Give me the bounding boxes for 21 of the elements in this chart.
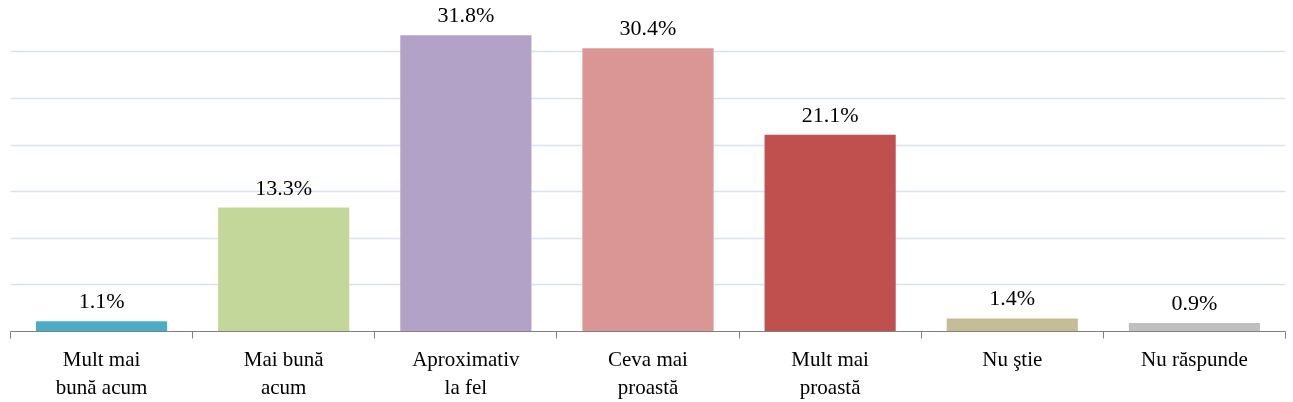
x-tick-label: Nu răspunde <box>1141 346 1248 371</box>
data-label: 31.8% <box>437 2 495 28</box>
x-tick-label: Nu ştie <box>982 346 1043 371</box>
x-tick-label: Mai bună acum <box>243 346 325 400</box>
x-tick-label: Ceva mai proastă <box>608 346 689 400</box>
x-tick-label: Mult mai proastă <box>791 346 870 400</box>
bar <box>1128 323 1260 332</box>
data-label: 30.4% <box>619 15 677 41</box>
bar <box>400 35 532 332</box>
x-tick-label: Mult mai bună acum <box>55 346 148 400</box>
bar <box>582 48 714 332</box>
data-label: 1.1% <box>78 288 125 314</box>
data-label: 21.1% <box>801 101 859 127</box>
x-tick-label: Aproximativ la fel <box>412 346 521 400</box>
data-label: 0.9% <box>1171 290 1218 316</box>
bar <box>36 321 168 332</box>
data-label: 13.3% <box>255 174 313 200</box>
bar <box>764 134 896 332</box>
bar <box>218 207 350 332</box>
data-label: 1.4% <box>989 285 1036 311</box>
bar <box>946 318 1078 332</box>
